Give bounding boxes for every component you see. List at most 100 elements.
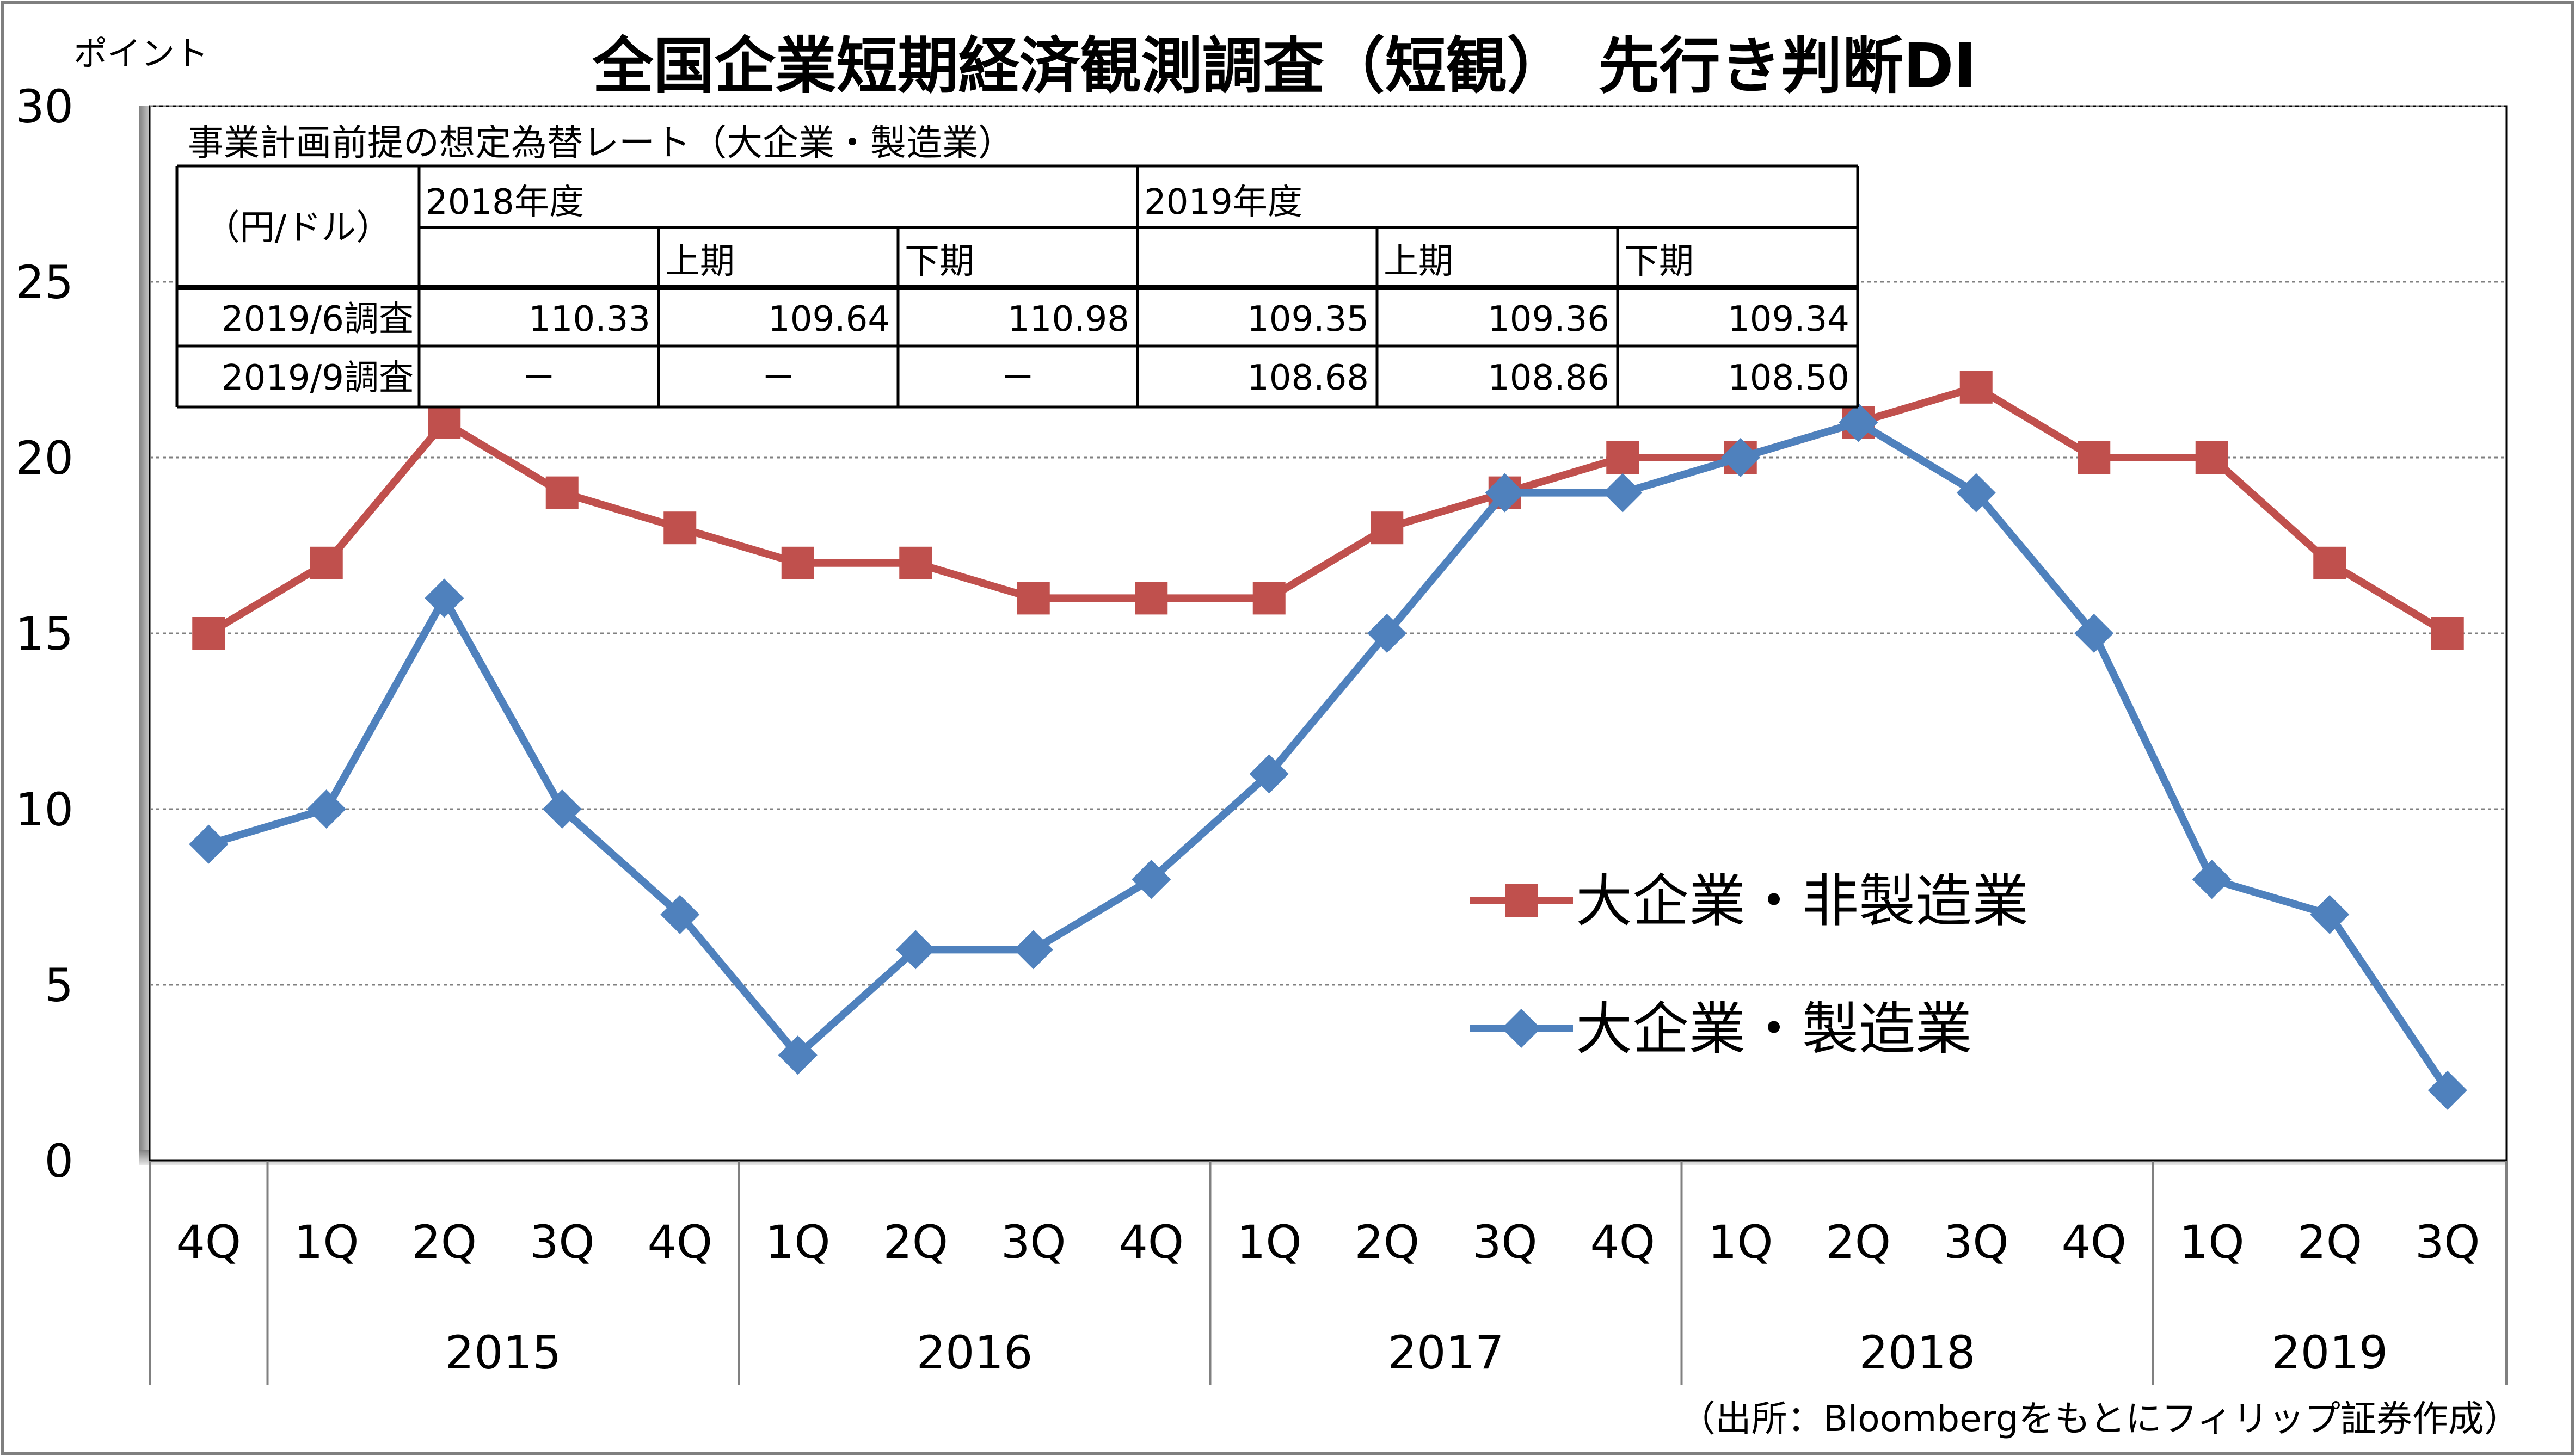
x-tick-label: 2Q — [2297, 1216, 2362, 1269]
fx-table-year-header: 2018年度 — [426, 182, 584, 223]
x-axis: 4Q 1Q 2Q 3Q 4Q 1Q 2Q 3Q 4Q 1Q 2Q 3Q 4Q 1Q 2Q 3Q 4Q 1Q 2Q 3Q… — [149, 1159, 2508, 1385]
data-point-square — [2431, 617, 2464, 650]
fx-table-cell: 109.35 — [1247, 299, 1369, 340]
fx-table-cell: － — [1000, 358, 1035, 398]
x-tick-label: 1Q — [2179, 1216, 2245, 1269]
chart-title: 全国企業短期経済観測調査（短観） 先行き判断DI — [592, 31, 1977, 102]
data-point-diamond — [1956, 473, 1996, 513]
data-point-diamond — [1839, 403, 1878, 442]
x-year-label: 2019 — [2271, 1326, 2388, 1379]
fx-table-cell: 108.50 — [1728, 358, 1849, 398]
fx-table-cell: － — [521, 358, 556, 398]
data-point-square — [1017, 582, 1050, 615]
fx-table-unit: （円/ドル） — [205, 208, 391, 248]
data-point-diamond — [1485, 473, 1525, 513]
data-point-square — [1371, 511, 1404, 545]
y-tick-label: 0 — [45, 1134, 73, 1188]
fx-table-cell: 108.68 — [1247, 358, 1369, 398]
y-tick-label: 5 — [45, 959, 73, 1012]
data-point-square — [781, 546, 814, 579]
data-point-diamond — [778, 1035, 818, 1075]
x-tick-label: 4Q — [2061, 1216, 2127, 1269]
data-point-square — [428, 406, 461, 439]
x-year-label: 2016 — [917, 1326, 1033, 1379]
x-tick-label: 2Q — [411, 1216, 477, 1269]
y-tick-label: 25 — [15, 256, 73, 309]
y-tick-label: 30 — [15, 80, 73, 133]
source-note: （出所：Bloombergをもとにフィリップ証券作成） — [1680, 1398, 2520, 1440]
data-point-diamond — [2074, 614, 2114, 653]
data-point-square — [2078, 441, 2111, 474]
data-point-diamond — [189, 824, 229, 864]
x-year-label: 2018 — [1859, 1326, 1976, 1379]
fx-table-cell: 109.34 — [1728, 299, 1849, 340]
data-point-diamond — [1367, 614, 1407, 653]
x-tick-label: 3Q — [1472, 1216, 1538, 1269]
data-point-diamond — [1720, 438, 1760, 477]
data-point-square — [310, 546, 343, 579]
x-tick-label: 4Q — [1590, 1216, 1655, 1269]
x-year-label: 2015 — [445, 1326, 562, 1379]
fx-table-cell: 109.64 — [768, 299, 890, 340]
y-axis-unit: ポイント — [73, 34, 208, 73]
y-axis-ticks: 0 5 10 15 20 25 30 — [15, 80, 73, 1188]
data-point-square — [899, 546, 932, 579]
data-point-diamond — [1013, 930, 1053, 970]
data-point-square — [2195, 441, 2228, 474]
data-point-diamond — [1603, 473, 1643, 513]
data-point-diamond — [425, 578, 464, 618]
fx-table-grid — [175, 164, 1859, 409]
x-tick-label: 1Q — [765, 1216, 831, 1269]
legend-marker-diamond — [1502, 1009, 1541, 1048]
series-lines — [189, 371, 2467, 1110]
data-point-square — [2313, 546, 2346, 579]
fx-rate-table: 事業計画前提の想定為替レート（大企業・製造業） （円/ドル） 2018年度 2019… — [175, 122, 1859, 409]
data-point-diamond — [2310, 894, 2350, 934]
data-point-square — [192, 617, 225, 650]
data-point-diamond — [896, 930, 936, 970]
x-tick-label: 3Q — [530, 1216, 595, 1269]
data-point-square — [1135, 582, 1168, 615]
fx-table-half-header: 下期 — [1624, 242, 1694, 282]
fx-table-half-header: 上期 — [665, 242, 735, 282]
fx-table-caption: 事業計画前提の想定為替レート（大企業・製造業） — [188, 122, 1014, 164]
x-tick-label: 1Q — [1708, 1216, 1773, 1269]
fx-table-row-label: 2019/9調査 — [222, 358, 414, 398]
data-point-diamond — [306, 789, 346, 829]
legend-marker-square — [1505, 884, 1538, 917]
fx-table-year-header: 2019年度 — [1144, 182, 1302, 223]
x-year-label: 2017 — [1388, 1326, 1504, 1379]
series-line — [207, 418, 2451, 1093]
x-tick-label: 2Q — [1354, 1216, 1419, 1269]
data-point-square — [663, 511, 697, 545]
data-point-square — [545, 476, 579, 509]
data-point-square — [1252, 582, 1286, 615]
data-point-diamond — [1249, 754, 1289, 794]
series-manufacturing — [189, 403, 2467, 1110]
series-line — [206, 383, 2450, 637]
fx-table-cell: 110.33 — [528, 299, 650, 340]
fx-table-cell: 109.36 — [1488, 299, 1609, 340]
data-point-diamond — [2192, 860, 2232, 899]
x-tick-label: 2Q — [883, 1216, 948, 1269]
y-tick-label: 15 — [15, 607, 73, 661]
x-tick-label: 3Q — [2415, 1216, 2480, 1269]
fx-table-half-header: 下期 — [905, 242, 974, 282]
fx-table-half-header: 上期 — [1384, 242, 1453, 282]
x-tick-label: 4Q — [1119, 1216, 1184, 1269]
fx-table-cell: 110.98 — [1007, 299, 1129, 340]
data-point-diamond — [1132, 860, 1171, 899]
data-point-square — [1959, 371, 1993, 404]
x-tick-label: 1Q — [294, 1216, 359, 1269]
data-point-diamond — [2427, 1070, 2467, 1110]
legend-label: 大企業・製造業 — [1576, 996, 1972, 1062]
x-tick-label: 2Q — [1826, 1216, 1891, 1269]
fx-table-cell: 108.86 — [1488, 358, 1609, 398]
y-tick-label: 20 — [15, 431, 73, 485]
x-tick-label: 4Q — [176, 1216, 241, 1269]
data-point-diamond — [660, 894, 700, 934]
data-point-diamond — [542, 789, 582, 829]
